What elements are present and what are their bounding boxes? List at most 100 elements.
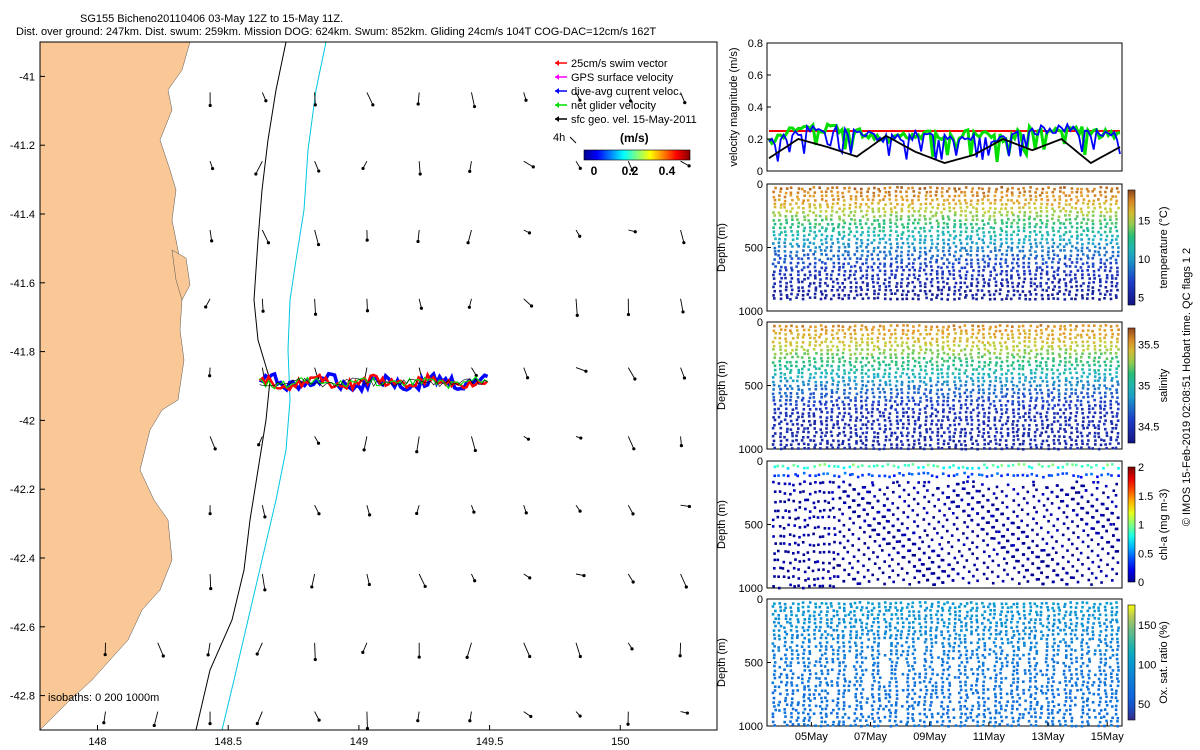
geo-vector [575, 642, 582, 659]
section-colorbar [1127, 604, 1136, 721]
legend-4h-arrow [569, 136, 577, 144]
section-ylabel: Depth (m) [716, 638, 728, 687]
geo-vector [575, 160, 582, 170]
map-y-tick-label: -41.4 [10, 209, 35, 221]
section-panel: 0 500 1000 Depth (m) 50 100 150 Ox. sat. ratio … [716, 594, 1170, 733]
geo-vector [209, 573, 213, 591]
geo-vector [418, 298, 424, 310]
section-y-tick-label: 1000 [739, 583, 763, 595]
velocity-tick-label: 0.8 [748, 38, 763, 50]
geo-vector [680, 504, 692, 509]
date-tick-label: 13May [1032, 731, 1066, 743]
date-tick-label: 11May [973, 731, 1006, 743]
geo-vector [468, 711, 472, 723]
geo-vector [471, 573, 477, 583]
geo-vector [680, 92, 687, 105]
colorbar-tick-label: 5 [1138, 292, 1144, 304]
geo-vector [157, 642, 165, 658]
geo-vector [416, 229, 420, 244]
geo-vector [523, 160, 535, 169]
geo-vector [627, 573, 635, 584]
geo-vector [680, 573, 688, 589]
colorbar-label: temperature (°C) [1158, 206, 1170, 288]
geo-vector [152, 711, 159, 728]
geo-vector [627, 436, 636, 451]
track-trace [259, 377, 488, 388]
geo-vector [523, 711, 533, 719]
map-y-tick-label: -41.6 [10, 278, 35, 290]
geo-vector [471, 505, 476, 514]
section-samples [771, 324, 1120, 451]
velocity-ylabel: velocity magnitude (m/s) [728, 47, 740, 166]
section-y-tick-label: 0 [757, 179, 763, 191]
geo-vector [523, 229, 532, 235]
geo-vector [313, 298, 318, 316]
section-samples [771, 601, 1120, 728]
colorbar-tick-2: 0.4 [659, 164, 676, 178]
copyright-label: © IMOS 15-Feb-2019 02:08:51 Hobart time.… [1181, 248, 1193, 526]
colorbar-tick-label: 1.5 [1138, 491, 1153, 503]
geo-vector [361, 160, 368, 171]
geo-vector [680, 160, 691, 168]
map-y-tick-label: -42.4 [10, 553, 35, 565]
geo-vector [362, 436, 368, 452]
geo-vector [680, 229, 686, 245]
legend-4h: 4h [553, 132, 565, 144]
map-legend: 25cm/s swim vector GPS surface velocity di… [553, 58, 697, 178]
section-y-tick-label: 500 [745, 381, 763, 393]
geo-vector [626, 298, 631, 317]
geo-vector [575, 229, 582, 238]
geo-vector [361, 642, 368, 654]
velocity-series-line [768, 122, 1121, 162]
geo-vector [366, 92, 375, 107]
colorbar-tick-label: 10 [1138, 254, 1150, 266]
velocity-panel: 0 0.2 0.4 0.6 0.8 velocity magnitude (m/s) [728, 38, 1123, 178]
velocity-tick-label: 0.4 [748, 102, 763, 114]
geo-vector [523, 298, 534, 308]
geo-vector [310, 573, 316, 589]
map-y-tick-label: -41.8 [10, 347, 35, 359]
geo-vector [365, 711, 370, 730]
geo-vector [627, 367, 637, 381]
section-y-tick-label: 0 [757, 456, 763, 468]
legend-item: sfc geo. vel. 15-May-2011 [555, 114, 697, 126]
legend-item: net glider velocity [555, 100, 656, 112]
geo-vector [575, 367, 588, 373]
geo-vector [467, 298, 472, 309]
coastline-land [40, 42, 191, 730]
speed-colorbar [583, 149, 691, 161]
geo-vector [208, 505, 212, 516]
colorbar-tick-label: 50 [1138, 699, 1150, 711]
velocity-tick-label: 0.2 [748, 134, 763, 146]
geo-vector [366, 573, 371, 587]
geo-vector [257, 436, 263, 447]
header-line-2: Dist. over ground: 247km. Dist. swum: 25… [16, 26, 656, 38]
track-trace [259, 375, 488, 390]
geo-vector [415, 436, 420, 454]
geo-vector [523, 436, 531, 441]
geo-vector [680, 367, 687, 380]
geo-vector [366, 505, 372, 517]
geo-vector [261, 573, 267, 592]
section-ylabel: Depth (m) [716, 500, 728, 549]
map-y-tick-label: -42.8 [10, 691, 35, 703]
colorbar-tick-label: 1 [1138, 520, 1144, 532]
map-y-tick-label: -42 [19, 415, 35, 427]
geo-vector [523, 642, 532, 659]
geo-vector [313, 92, 317, 107]
geo-vector [680, 298, 685, 314]
map-x-tick-label: 149.5 [476, 736, 504, 748]
map-y-tick-label: -42.2 [10, 484, 35, 496]
legend-item: GPS surface velocity [555, 72, 674, 84]
geo-vector [523, 573, 532, 580]
geo-vector [626, 711, 630, 726]
date-tick-label: 05May [795, 731, 829, 743]
geo-vector [627, 92, 633, 103]
section-colorbar [1127, 466, 1136, 583]
section-y-tick-label: 1000 [739, 444, 763, 456]
velocity-series [767, 121, 1121, 165]
geo-vector [575, 92, 582, 102]
colorbar-tick-label: 34.5 [1138, 422, 1159, 434]
section-ylabel: Depth (m) [716, 361, 728, 410]
